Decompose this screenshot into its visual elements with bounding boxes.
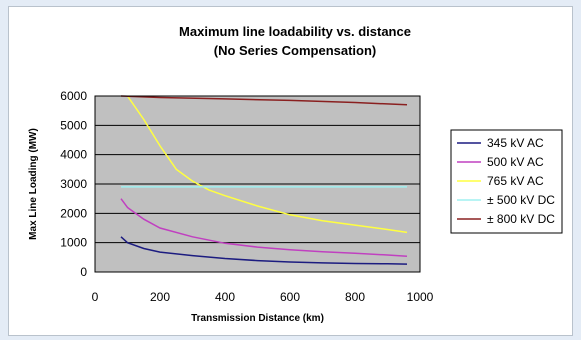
y-tick-label: 2000: [60, 206, 87, 220]
legend-label: 765 kV AC: [487, 174, 544, 188]
x-tick-label: 1000: [407, 290, 434, 304]
series-line-3: [126, 95, 408, 234]
y-tick-label: 3000: [60, 177, 87, 191]
y-axis-title: Max Line Loading (MW): [28, 128, 39, 240]
x-tick-label: 600: [280, 290, 300, 304]
legend: 345 kV AC 500 kV AC 765 kV AC ± 500 kV DC ± …: [450, 129, 563, 234]
plot-border: [94, 95, 421, 273]
x-tick-label: 0: [92, 290, 99, 304]
x-tick-label: 800: [345, 290, 365, 304]
chart-subtitle: (No Series Compensation): [214, 43, 377, 58]
legend-label: 500 kV AC: [487, 155, 544, 169]
y-tick-label: 6000: [60, 89, 87, 103]
series-layer: [120, 95, 408, 265]
tick-labels: 0 1000 2000 3000 4000 5000 6000 0 200 400 600 800 10…: [60, 89, 433, 304]
series-line-5: [120, 95, 408, 106]
legend-label: ± 500 kV DC: [487, 193, 555, 207]
y-tick-label: 1000: [60, 236, 87, 250]
x-tick-label: 200: [150, 290, 170, 304]
y-tick-label: 4000: [60, 148, 87, 162]
x-tick-label: 400: [215, 290, 235, 304]
y-tick-label: 0: [80, 265, 87, 279]
series-line-2: [120, 198, 408, 257]
chart-title: Maximum line loadability vs. distance: [179, 24, 411, 39]
series-line-1: [120, 236, 408, 265]
x-axis-title: Transmission Distance (km): [191, 313, 324, 324]
legend-label: ± 800 kV DC: [487, 212, 555, 226]
y-tick-label: 5000: [60, 118, 87, 132]
legend-label: 345 kV AC: [487, 136, 544, 150]
